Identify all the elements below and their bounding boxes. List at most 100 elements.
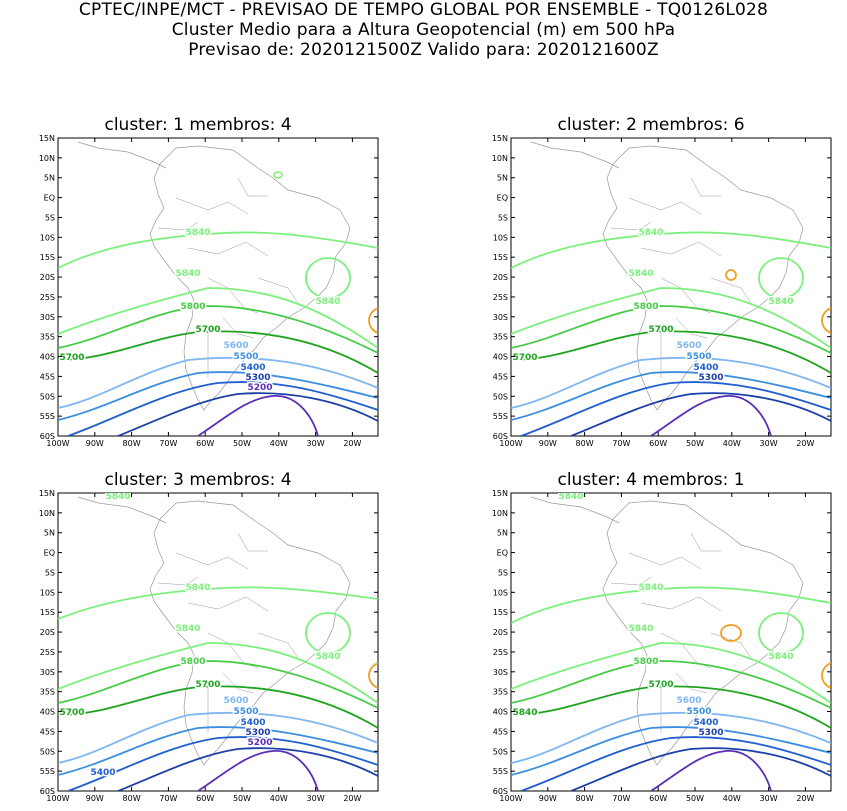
contour-label: 5840 [638,228,663,238]
contour-line [117,392,378,436]
lat-label: 10S [40,233,55,242]
contour-label: 5400 [240,718,265,728]
lat-label: 25S [40,293,55,302]
figure-title: CPTEC/INPE/MCT - PREVISAO DE TEMPO GLOBA… [0,0,847,60]
contour-label: 5840 [512,708,537,718]
country-border [675,672,708,694]
contour-line [511,726,831,776]
lat-label: 20S [40,273,55,282]
panel-title: cluster: 4 membros: 1 [557,470,745,490]
lat-label: 5N [497,529,508,538]
lon-label: 20W [343,794,361,803]
contour-line [197,395,319,436]
country-border [237,177,268,197]
contour-high-5840 [305,612,351,654]
contour-label: 5840 [185,228,210,238]
lat-label: 5N [497,174,508,183]
lat-label: 25S [493,648,508,657]
contour-small-5840 [273,171,283,179]
country-border [257,277,299,304]
contour-label: 5840 [185,583,210,593]
title-line-1: CPTEC/INPE/MCT - PREVISAO DE TEMPO GLOBA… [78,0,769,20]
country-border [207,632,259,669]
map-frame [510,137,832,437]
lat-label: 45S [493,372,508,381]
lat-label: 5N [44,529,55,538]
contour-line [511,305,831,354]
panel-title: cluster: 1 membros: 4 [104,115,292,135]
contour-label: 5400 [693,363,718,373]
map-frame [57,137,379,437]
contour-high-5840 [758,257,804,299]
lat-label: 40S [493,353,508,362]
contour-line [520,736,831,791]
lat-label: 10S [40,588,55,597]
lat-label: 40S [40,708,55,717]
country-border [237,532,268,552]
country-border [207,277,259,314]
contour-label: 5600 [223,696,248,706]
lat-label: 60S [493,787,508,796]
contour-5900-edge [821,662,831,689]
coastline [149,500,351,766]
lat-label: 15N [492,134,508,143]
lat-label: 50S [40,747,55,756]
lat-label: 35S [40,333,55,342]
lat-label: 55S [493,412,508,421]
coastline-central-america [530,496,620,524]
lon-label: 60W [649,794,667,803]
contour-5900-edge [821,307,831,334]
map-layer [58,141,378,436]
contour-label: 5400 [90,768,115,778]
title-line-3: Previsao de: 2020121500Z Valido para: 20… [188,40,659,60]
contour-line [197,750,319,791]
contour-line [650,750,772,791]
panel-title: cluster: 3 membros: 4 [104,470,292,490]
contour-label: 5800 [633,657,658,667]
contour-line [58,231,378,269]
country-border [222,672,255,694]
lat-label: 20S [493,273,508,282]
contour-line [58,305,378,354]
map-svg: 5840584058405800570057005600550054005300… [39,489,379,803]
lat-label: 10N [492,509,508,518]
contour-line [570,392,831,436]
contour-label: 5840 [628,269,653,279]
country-border [157,576,199,586]
contour-5900 [720,624,742,642]
lat-label: 55S [40,412,55,421]
lat-label: 45S [40,372,55,381]
map-frame [510,492,832,792]
contour-label: 5700 [59,353,84,363]
country-border [690,532,721,552]
country-border [710,277,752,304]
lon-label: 60W [196,794,214,803]
lat-label: 10S [493,588,508,597]
lat-label: 15S [40,608,55,617]
contour-label: 5840 [175,624,200,634]
contour-label: 5700 [512,353,537,363]
map-content: 5840584058405800570057005600550054005300… [58,141,378,436]
lon-label: 80W [123,794,141,803]
contour-label: 5500 [233,352,258,362]
contour-line [511,371,831,421]
contour-label: 5300 [245,373,270,383]
map-layer [511,496,831,791]
map-frame [57,492,379,792]
contour-line [58,586,378,620]
lat-label: 10S [493,233,508,242]
contour-line [58,642,378,704]
contour-line [511,711,831,764]
lon-label: 50W [233,794,251,803]
coastline [149,145,351,411]
panel-title: cluster: 2 membros: 6 [557,115,745,135]
lon-label: 30W [760,794,778,803]
contour-line [67,736,378,791]
country-border [690,177,721,197]
lat-label: EQ [44,549,55,558]
contour-label: 5200 [247,383,272,393]
lon-label: 30W [307,794,325,803]
lon-label: 70W [612,439,630,448]
title-line-2: Cluster Medio para a Altura Geopotencial… [171,20,676,40]
